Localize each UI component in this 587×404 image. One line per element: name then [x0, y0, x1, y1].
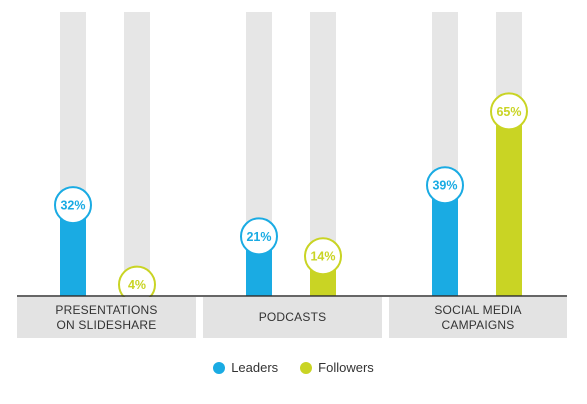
category-label-box-0: PRESENTATIONS ON SLIDESHARE [17, 297, 196, 338]
category-label-box-2: SOCIAL MEDIA CAMPAIGNS [389, 297, 567, 338]
category-label-presentations: PRESENTATIONS ON SLIDESHARE [55, 302, 158, 332]
value-circle-leaders-0 [54, 186, 92, 225]
value-circle-leaders-2 [426, 166, 464, 205]
category-label-podcasts: PODCASTS [258, 310, 327, 324]
followers-dot-icon [300, 361, 313, 374]
legend-item-leaders: Leaders [213, 360, 278, 375]
bar-followers-2 [496, 111, 522, 297]
legend-label-followers: Followers [318, 360, 374, 375]
data-label-leaders-0: 32% [60, 199, 85, 213]
leaders-dot-icon [213, 361, 226, 374]
legend-label-leaders: Leaders [231, 360, 279, 375]
legend-item-followers: Followers [300, 360, 374, 375]
data-label-followers-1: 14% [310, 250, 335, 264]
bar-chart: 32% 4% 21% 14% 39% 65% [17, 12, 567, 304]
data-label-leaders-2: 39% [432, 179, 457, 193]
data-label-followers-0: 4% [128, 278, 146, 292]
data-label-leaders-1: 21% [246, 230, 271, 244]
value-circle-followers-2 [490, 92, 528, 131]
value-circle-leaders-1 [240, 217, 278, 256]
category-label-social-media: SOCIAL MEDIA CAMPAIGNS [434, 302, 522, 332]
value-circle-followers-1 [304, 237, 342, 276]
category-label-box-1: PODCASTS [203, 297, 382, 338]
legend: Leaders Followers [0, 360, 587, 375]
background-bar-0-1 [124, 12, 150, 296]
data-label-followers-2: 65% [496, 105, 521, 119]
